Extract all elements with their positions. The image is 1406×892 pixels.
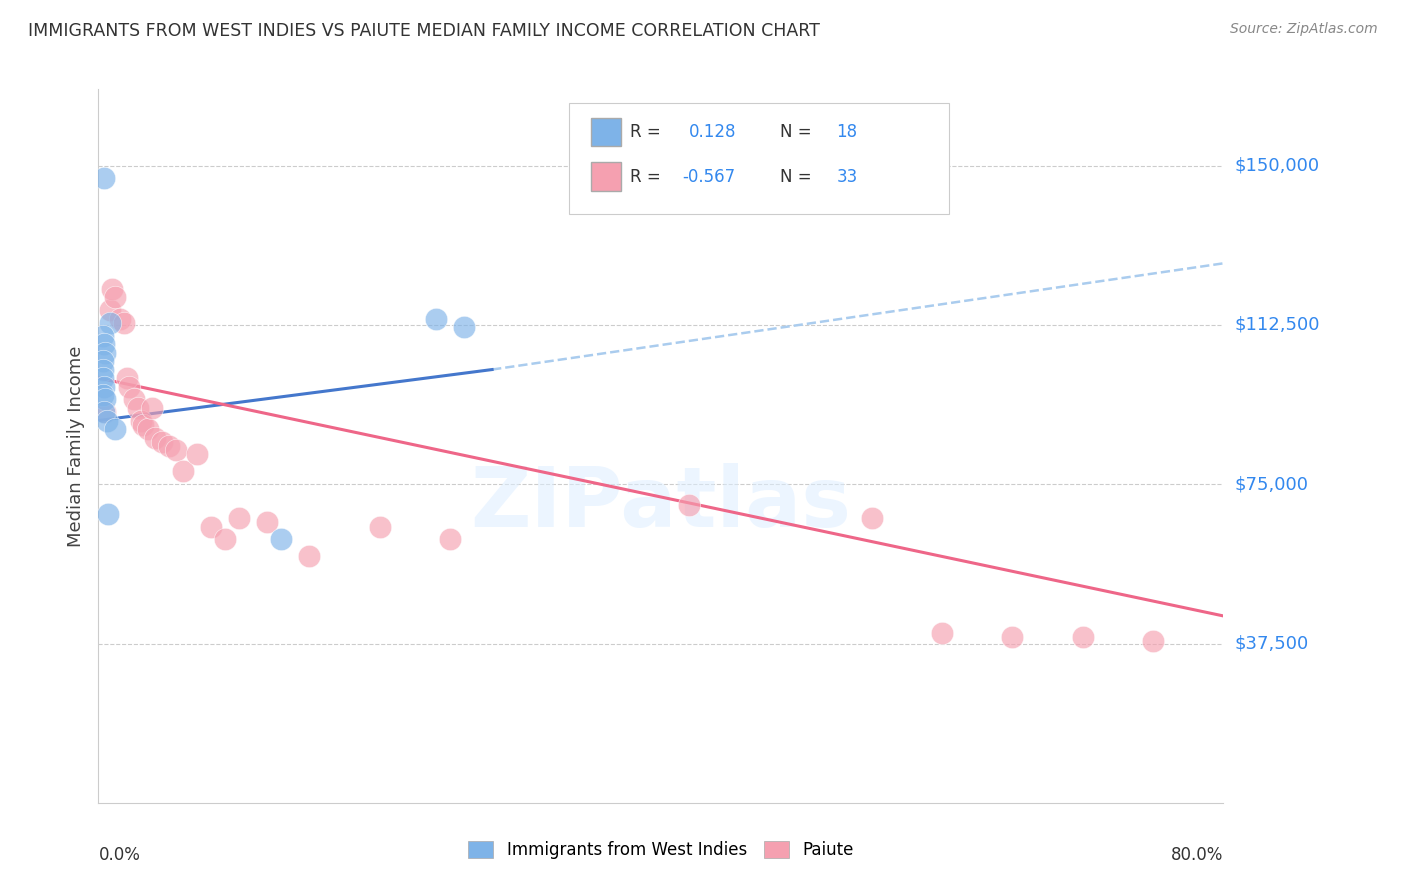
Point [91,328,114,343]
Point [93,171,115,186]
Point [93,379,115,393]
Point [200,519,222,533]
Point [94,392,117,407]
Text: $150,000: $150,000 [1234,157,1319,175]
Point [94,345,117,359]
Point [143,430,166,444]
Point [678,499,700,513]
Point [298,549,321,564]
Text: N =: N = [780,123,811,141]
Text: N =: N = [780,168,811,186]
Point [931,626,953,640]
Point [141,401,163,415]
Point [112,316,135,330]
Point [270,533,292,547]
Point [136,422,159,436]
Point [860,511,883,525]
Point [172,465,194,479]
Point [129,413,152,427]
Text: 18: 18 [837,123,858,141]
Point [104,422,127,436]
Text: $37,500: $37,500 [1234,634,1309,653]
Text: IMMIGRANTS FROM WEST INDIES VS PAIUTE MEDIAN FAMILY INCOME CORRELATION CHART: IMMIGRANTS FROM WEST INDIES VS PAIUTE ME… [28,22,820,40]
Point [1071,630,1094,644]
Point [101,282,124,296]
Point [91,354,114,368]
Text: 80.0%: 80.0% [1171,846,1223,863]
Point [1142,634,1164,648]
Text: $112,500: $112,500 [1234,316,1320,334]
Point [104,290,127,304]
Point [96,413,118,427]
Point [132,417,155,432]
Y-axis label: Median Family Income: Median Family Income [66,345,84,547]
Text: 0.0%: 0.0% [98,846,141,863]
Point [127,401,149,415]
Point [93,337,115,351]
Point [453,320,475,334]
Text: R =: R = [630,123,661,141]
Point [98,303,121,318]
Point [91,362,114,376]
Text: R =: R = [630,168,661,186]
Legend: Immigrants from West Indies, Paiute: Immigrants from West Indies, Paiute [461,834,860,866]
Point [368,519,391,533]
Point [115,371,138,385]
Point [439,533,461,547]
Point [228,511,250,525]
Point [98,316,121,330]
Point [157,439,180,453]
Point [186,448,208,462]
Point [94,405,117,419]
Point [165,443,187,458]
Point [91,371,114,385]
Point [425,311,447,326]
Point [118,379,141,393]
Text: Source: ZipAtlas.com: Source: ZipAtlas.com [1230,22,1378,37]
Point [93,405,115,419]
Text: $75,000: $75,000 [1234,475,1309,493]
Point [108,311,131,326]
Point [122,392,145,407]
Point [150,434,173,449]
Point [1001,630,1024,644]
Text: 0.128: 0.128 [689,123,737,141]
Point [214,533,236,547]
Point [97,507,120,521]
Text: -0.567: -0.567 [682,168,735,186]
Text: 33: 33 [837,168,858,186]
Text: ZIPatlas: ZIPatlas [471,463,851,543]
Point [91,388,114,402]
Point [256,516,278,530]
